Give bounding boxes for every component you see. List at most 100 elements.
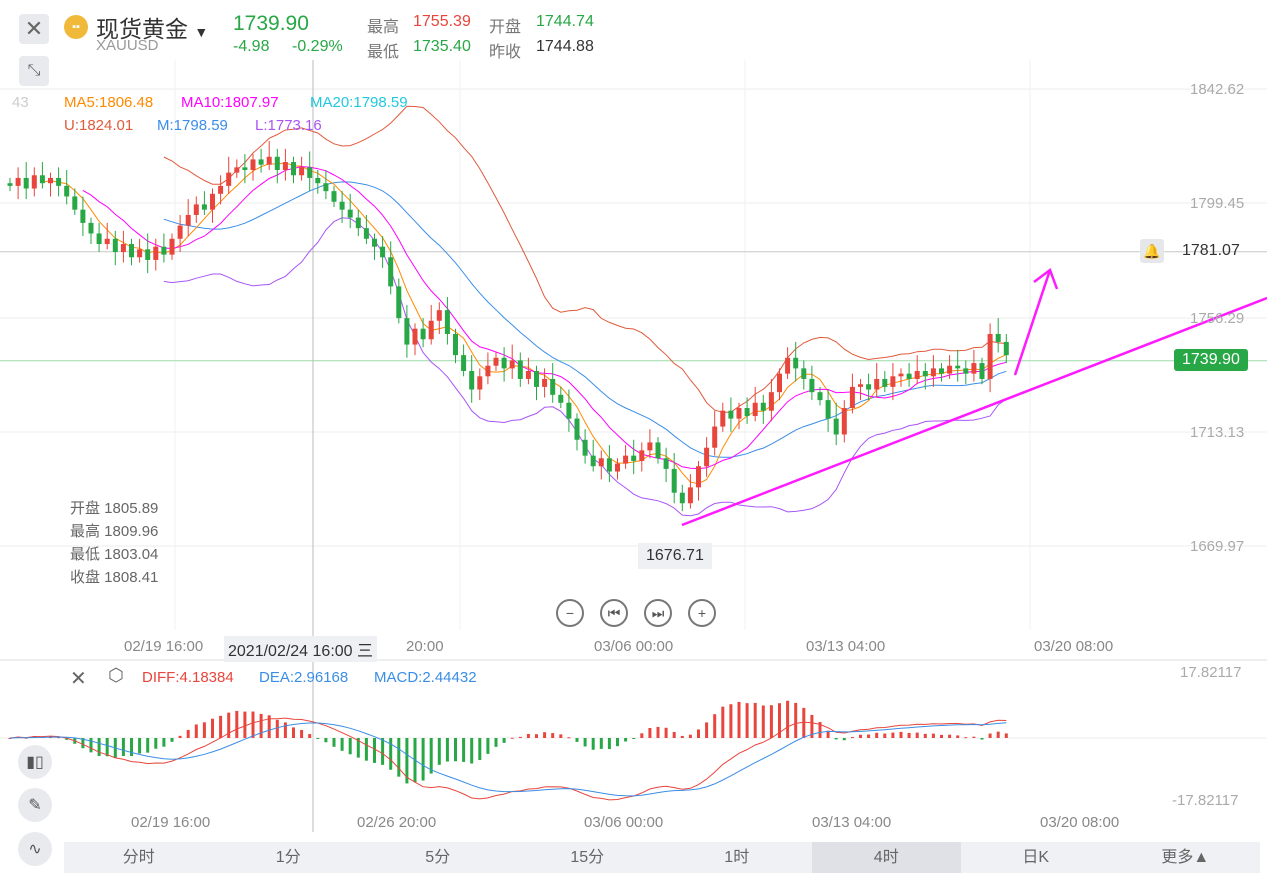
x-tick: 02/19 16:00 xyxy=(124,638,204,655)
tab-fenshi[interactable]: 分时 xyxy=(122,849,155,866)
tab-daily[interactable]: 日K xyxy=(1022,849,1050,866)
macd-bar xyxy=(373,738,376,763)
candle-body xyxy=(477,376,483,390)
candle-body xyxy=(550,378,556,395)
macd-bar xyxy=(462,738,466,762)
macd-bar xyxy=(915,732,919,738)
tab-5min[interactable]: 5分 xyxy=(425,849,451,866)
crosshair-time-label: 2021/02/24 16:00 三 xyxy=(224,636,378,662)
macd-bar xyxy=(8,738,12,739)
macd-bar xyxy=(202,722,206,738)
candle-body xyxy=(825,400,831,419)
zoom-out-button[interactable]: − xyxy=(556,599,584,627)
tab-1min[interactable]: 1分 xyxy=(275,849,301,866)
tab-more[interactable]: 更多▲ xyxy=(1161,849,1210,866)
macd-bar xyxy=(567,737,571,739)
candle-body xyxy=(906,373,912,379)
macd-bar xyxy=(445,738,449,762)
macd-bar xyxy=(632,738,636,739)
candle-body xyxy=(534,371,539,387)
macd-bar xyxy=(405,738,409,784)
indicator-icon[interactable]: ∿ xyxy=(18,832,52,866)
bell-icon[interactable]: 🔔 xyxy=(1140,239,1164,263)
candle-body xyxy=(129,244,134,258)
step-forward-button[interactable]: ⏭ xyxy=(644,599,672,627)
candle-body xyxy=(712,426,718,448)
candle-body xyxy=(420,328,426,340)
candle-body xyxy=(647,442,653,451)
macd-x-tick: 02/26 20:00 xyxy=(357,814,437,831)
macd-bar xyxy=(138,738,142,754)
diff-line xyxy=(9,717,1007,801)
macd-close-icon[interactable]: ✕ xyxy=(70,668,87,690)
candle-body xyxy=(525,371,531,379)
pencil-icon[interactable]: ✎ xyxy=(18,788,52,822)
alert-price-label: 1781.07 xyxy=(1182,242,1240,259)
macd-bar xyxy=(526,733,530,738)
step-back-button[interactable]: ⏮ xyxy=(600,599,628,627)
candle-body xyxy=(606,458,612,472)
tab-1h[interactable]: 1时 xyxy=(724,849,750,866)
x-tick: 20:00 xyxy=(406,638,444,655)
macd-bar xyxy=(421,738,425,781)
macd-bar xyxy=(154,738,158,749)
candle-body xyxy=(509,360,515,369)
macd-bar xyxy=(283,722,287,738)
macd-bar xyxy=(1004,733,1008,738)
candle-body xyxy=(777,373,782,393)
candle-body xyxy=(388,257,394,287)
candle-body xyxy=(436,310,442,321)
macd-bar xyxy=(81,738,85,749)
macd-bar xyxy=(794,702,798,738)
current-price-tag: 1739.90 xyxy=(1174,349,1248,371)
candle-body xyxy=(72,196,78,210)
macd-bar xyxy=(308,734,312,738)
macd-bar xyxy=(243,711,247,738)
macd-bar xyxy=(891,732,895,738)
macd-bar xyxy=(121,738,125,756)
macd-settings-icon[interactable]: ⬡ xyxy=(108,665,124,685)
macd-bar xyxy=(316,738,320,739)
candlestick-tool-icon[interactable]: ▮▯ xyxy=(18,745,52,779)
macd-bar xyxy=(551,733,555,738)
candle-body xyxy=(299,167,305,176)
ma5-line xyxy=(42,162,1007,485)
macd-bar xyxy=(688,734,692,738)
candle-body xyxy=(817,392,823,401)
instrument-title: 现货黄金 xyxy=(96,16,188,42)
zoom-in-button[interactable]: + xyxy=(688,599,716,627)
candle-body xyxy=(461,355,467,372)
candle-body xyxy=(428,320,434,340)
macd-bar xyxy=(478,738,482,761)
macd-bar xyxy=(332,738,336,747)
close-button[interactable]: ✕ xyxy=(19,14,49,44)
candle-body xyxy=(501,357,507,369)
price-tick: 1713.13 xyxy=(1190,424,1245,441)
macd-bar xyxy=(640,733,644,738)
candle-body xyxy=(169,238,175,255)
candle-body xyxy=(226,172,232,186)
candle-body xyxy=(590,455,596,467)
tab-4h[interactable]: 4时 xyxy=(811,842,961,873)
instrument-name[interactable]: 现货黄金 ▼ xyxy=(96,10,208,44)
candle-body xyxy=(201,204,207,210)
candle-body xyxy=(210,193,215,210)
macd-bar xyxy=(899,731,903,738)
candle-body xyxy=(282,162,288,170)
candle-body xyxy=(566,402,572,419)
candle-body xyxy=(104,238,110,245)
macd-x-tick: 03/13 04:00 xyxy=(812,814,892,831)
macd-bar xyxy=(802,707,806,738)
candle-body xyxy=(185,214,191,226)
collapse-icon[interactable]: ⤡ xyxy=(19,56,49,86)
macd-bar xyxy=(931,733,935,738)
candle-body xyxy=(64,185,70,197)
macd-value-label: MACD:2.44432 xyxy=(374,669,477,686)
candle-body xyxy=(412,328,418,345)
macd-bar xyxy=(616,738,619,747)
tab-15min[interactable]: 15分 xyxy=(570,849,605,866)
macd-bar xyxy=(591,738,595,750)
macd-bar xyxy=(907,732,911,738)
dropdown-icon[interactable]: ▼ xyxy=(194,24,209,40)
